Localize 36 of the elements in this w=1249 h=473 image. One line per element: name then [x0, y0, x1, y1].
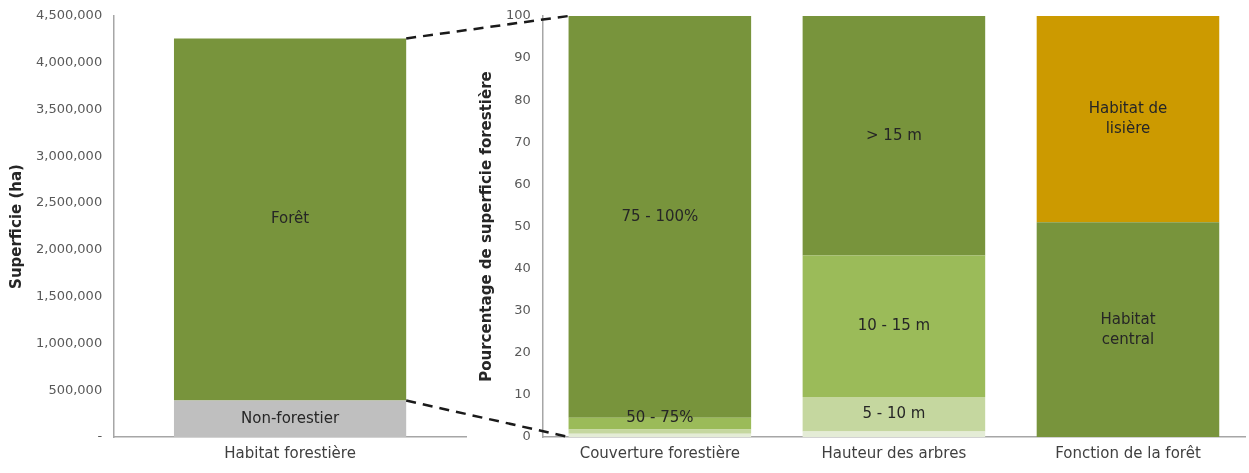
series-label: 75 - 100%: [621, 206, 699, 225]
series-label: Forêt: [270, 209, 310, 228]
y-tick-label: 1,000,000: [35, 334, 103, 350]
y-tick-label: 0: [522, 428, 531, 444]
series-label: 50 - 75%: [626, 407, 694, 426]
x-tick-label: Fonction de la forêt: [1055, 443, 1201, 462]
y-tick-label: 60: [514, 175, 531, 191]
x-tick-label: Couverture forestière: [579, 443, 741, 462]
y-tick-label: 70: [514, 133, 531, 149]
y-tick-label: 3,500,000: [35, 100, 103, 116]
y-tick-label: 90: [514, 49, 531, 65]
y-tick-label: 2,000,000: [35, 241, 103, 257]
y-tick-label: 4,500,000: [35, 7, 103, 23]
y-tick-label: 30: [514, 302, 531, 318]
x-tick-label: Habitat forestière: [224, 443, 356, 462]
series-label: 10 - 15 m: [857, 316, 931, 335]
y-tick-label: 40: [514, 259, 531, 275]
y-tick-label: 50: [514, 217, 531, 233]
y-tick-label: 4,000,000: [35, 54, 103, 70]
series-label: > 15 m: [866, 125, 922, 144]
y-tick-label: -: [97, 428, 103, 444]
y-tick-label: 80: [514, 91, 531, 107]
series-label: 5 - 10 m: [862, 404, 926, 423]
y-axis-title: Pourcentage de superficie forestière: [476, 71, 495, 382]
y-tick-label: 100: [505, 7, 531, 23]
series-label: Non-forestier: [241, 408, 340, 427]
y-tick-label: 1,500,000: [35, 288, 103, 304]
y-tick-label: 500,000: [48, 381, 103, 397]
y-tick-label: 3,000,000: [35, 147, 103, 163]
y-tick-label: 20: [514, 344, 531, 360]
y-tick-label: 2,500,000: [35, 194, 103, 210]
y-axis-title: Superficie (ha): [6, 164, 25, 289]
x-tick-label: Hauteur des arbres: [821, 443, 967, 462]
y-tick-label: 10: [514, 386, 531, 402]
series-label: Habitat central: [1100, 309, 1156, 348]
series-label: Habitat de lisière: [1088, 99, 1168, 138]
